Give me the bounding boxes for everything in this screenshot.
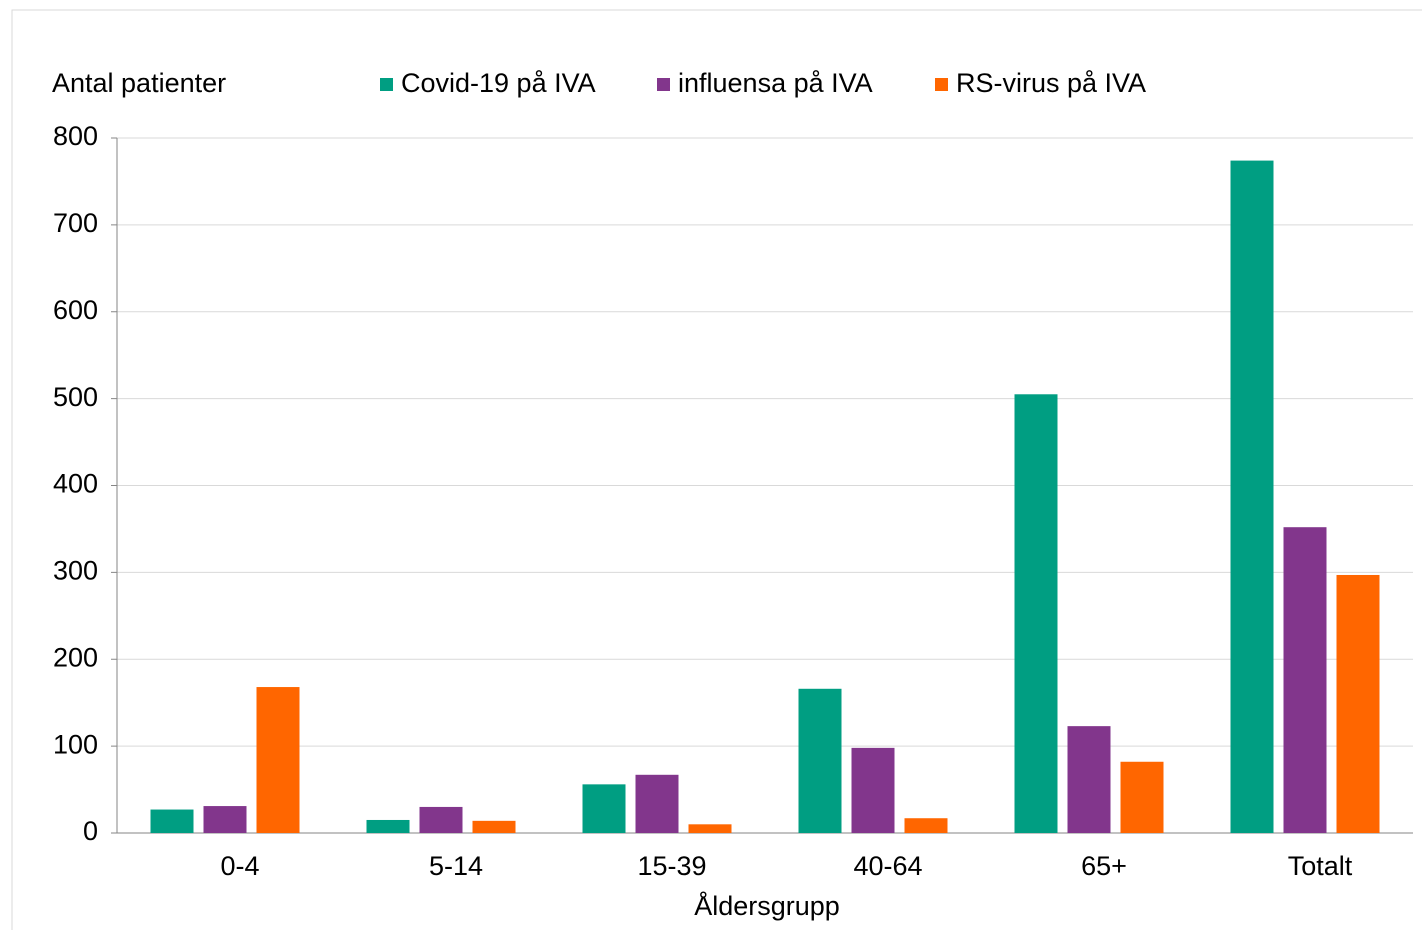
x-axis-title: Åldersgrupp — [694, 890, 840, 921]
legend-swatch — [935, 78, 948, 91]
legend-swatch — [380, 78, 393, 91]
y-tick-label: 100 — [53, 729, 98, 759]
y-tick-label: 700 — [53, 208, 98, 238]
y-tick-label: 800 — [53, 121, 98, 151]
bar — [1014, 394, 1058, 833]
legend-label: Covid-19 på IVA — [401, 68, 596, 98]
bar — [688, 824, 732, 833]
x-tick-label: Totalt — [1288, 851, 1353, 881]
legend-label: RS-virus på IVA — [956, 68, 1146, 98]
y-tick-label: 500 — [53, 382, 98, 412]
chart-frame — [11, 9, 1422, 930]
legend-label: influensa på IVA — [678, 68, 873, 98]
bar — [1067, 726, 1111, 833]
bar — [256, 687, 300, 833]
bar — [1230, 160, 1274, 833]
bar — [366, 819, 410, 833]
bar — [419, 806, 463, 833]
y-tick-label: 300 — [53, 556, 98, 586]
bar — [1120, 761, 1164, 833]
bar — [635, 774, 679, 833]
bar — [203, 806, 247, 833]
y-tick-label: 200 — [53, 642, 98, 672]
legend-swatch — [657, 78, 670, 91]
bar — [582, 784, 626, 833]
bar — [1336, 574, 1380, 833]
bar — [150, 809, 194, 833]
y-tick-label: 600 — [53, 295, 98, 325]
x-tick-label: 5-14 — [429, 851, 483, 881]
x-tick-label: 65+ — [1081, 851, 1127, 881]
bar — [798, 688, 842, 833]
y-axis-title: Antal patienter — [52, 68, 226, 98]
bar — [1283, 527, 1327, 833]
y-tick-label: 400 — [53, 469, 98, 499]
x-tick-label: 0-4 — [220, 851, 259, 881]
bar — [904, 818, 948, 833]
bar — [472, 820, 516, 833]
y-tick-label: 0 — [83, 816, 98, 846]
x-tick-label: 15-39 — [637, 851, 706, 881]
bar — [851, 747, 895, 833]
x-tick-label: 40-64 — [853, 851, 922, 881]
